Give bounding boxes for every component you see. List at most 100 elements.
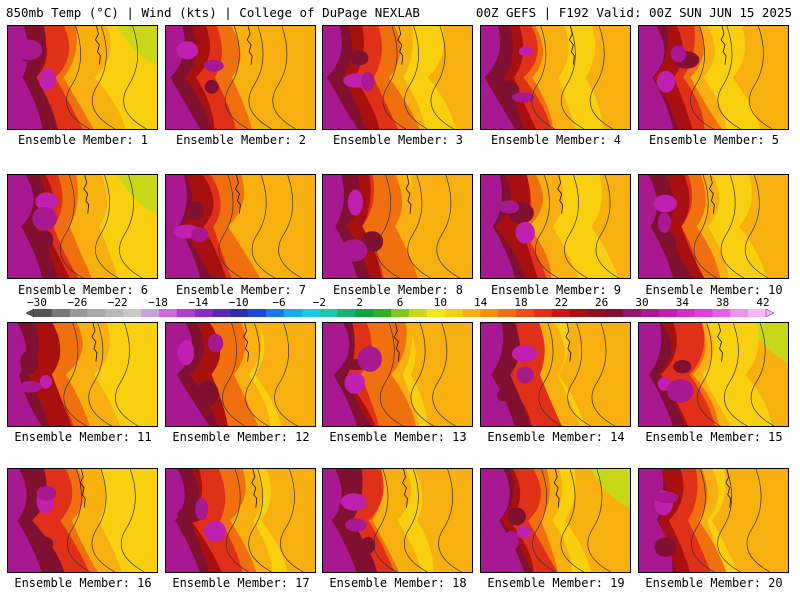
colorbar-tick-label: −22: [107, 296, 128, 309]
colorbar-tick-label: 14: [474, 296, 488, 309]
ensemble-member-label: Ensemble Member: 15: [645, 430, 783, 444]
ensemble-member-label: Ensemble Member: 17: [172, 576, 310, 590]
temperature-field-map: [166, 469, 315, 572]
ensemble-member-label: Ensemble Member: 3: [332, 133, 464, 147]
temperature-field-map: [8, 323, 157, 426]
colorbar-swatch: [605, 309, 624, 317]
colorbar-tick-label: 6: [396, 296, 404, 309]
colorbar-min-arrow: [26, 309, 35, 317]
ensemble-member-panel: [7, 468, 158, 573]
colorbar-swatch: [641, 309, 660, 317]
colorbar-swatch: [462, 309, 481, 317]
colorbar-tick-label: −2: [312, 296, 326, 309]
colorbar-swatch: [212, 309, 231, 317]
ensemble-member-panel: [165, 174, 316, 279]
ensemble-member-label: Ensemble Member: 14: [487, 430, 625, 444]
colorbar-swatch: [283, 309, 303, 317]
colorbar-swatch: [533, 309, 553, 317]
ensemble-member-label: Ensemble Member: 11: [14, 430, 152, 444]
temperature-field-map: [639, 175, 788, 278]
temperature-field-map: [639, 323, 788, 426]
temperature-field-map: [8, 175, 157, 278]
colorbar-tick-label: −14: [188, 296, 209, 309]
colorbar-swatch: [730, 309, 749, 317]
colorbar-swatch: [337, 309, 356, 317]
colorbar-swatch: [51, 309, 71, 317]
colorbar-swatch: [123, 309, 142, 317]
temperature-field-map: [323, 323, 472, 426]
map-title: 850mb Temp (°C) | Wind (kts) | College o…: [6, 5, 420, 20]
colorbar-swatch: [87, 309, 106, 317]
temperature-field-map: [639, 26, 788, 129]
colorbar-tick-label: 30: [635, 296, 649, 309]
colorbar-swatch: [158, 309, 178, 317]
colorbar-tick-label: 2: [356, 296, 363, 309]
colorbar-swatch: [230, 309, 249, 317]
colorbar-swatch: [34, 309, 53, 317]
colorbar-tick-label: 10: [433, 296, 447, 309]
colorbar-tick-label: 26: [595, 296, 609, 309]
colorbar-swatch: [551, 309, 570, 317]
colorbar-swatch: [105, 309, 124, 317]
colorbar-swatch: [712, 309, 731, 317]
colorbar-swatch: [141, 309, 160, 317]
colorbar-swatch: [248, 309, 267, 317]
colorbar-swatch: [408, 309, 428, 317]
ensemble-member-panel: [165, 468, 316, 573]
ensemble-member-label: Ensemble Member: 1: [17, 133, 149, 147]
ensemble-member-panel: [7, 174, 158, 279]
colorbar-swatch: [498, 309, 517, 317]
colorbar-swatch: [444, 309, 463, 317]
temperature-field-map: [639, 469, 788, 572]
colorbar-swatch: [516, 309, 535, 317]
ensemble-member-label: Ensemble Member: 9: [490, 283, 622, 297]
colorbar-swatch: [391, 309, 410, 317]
colorbar-swatch: [426, 309, 445, 317]
ensemble-member-panel: [638, 468, 789, 573]
ensemble-member-panel: [7, 322, 158, 427]
ensemble-member-panel: [480, 322, 631, 427]
ensemble-member-label: Ensemble Member: 6: [17, 283, 149, 297]
colorbar-swatch: [176, 309, 195, 317]
colorbar-tick-label: −30: [27, 296, 47, 309]
temperature-field-map: [323, 469, 472, 572]
temperature-field-map: [481, 323, 630, 426]
temperature-field-map: [166, 323, 315, 426]
colorbar-tick-label: −26: [67, 296, 88, 309]
colorbar-tick-label: −18: [148, 296, 168, 309]
ensemble-member-panel: [165, 25, 316, 130]
ensemble-member-label: Ensemble Member: 5: [648, 133, 780, 147]
colorbar-swatch: [373, 309, 392, 317]
colorbar-tick-label: 38: [716, 296, 730, 309]
run-valid-time: 00Z GEFS | F192 Valid: 00Z SUN JUN 15 20…: [475, 5, 792, 20]
ensemble-member-label: Ensemble Member: 10: [645, 283, 783, 297]
colorbar-swatch: [194, 309, 213, 317]
colorbar-swatch: [355, 309, 374, 317]
colorbar-swatch: [623, 309, 642, 317]
colorbar-max-arrow: [765, 309, 774, 317]
colorbar-swatch: [658, 309, 678, 317]
ensemble-member-label: Ensemble Member: 13: [329, 430, 467, 444]
ensemble-member-panel: [322, 468, 473, 573]
ensemble-member-label: Ensemble Member: 20: [645, 576, 783, 590]
temperature-field-map: [481, 26, 630, 129]
temperature-field-map: [8, 469, 157, 572]
ensemble-member-label: Ensemble Member: 2: [175, 133, 307, 147]
ensemble-member-label: Ensemble Member: 19: [487, 576, 625, 590]
temperature-field-map: [166, 26, 315, 129]
ensemble-member-label: Ensemble Member: 16: [14, 576, 152, 590]
colorbar-swatch: [587, 309, 606, 317]
ensemble-member-panel: [480, 174, 631, 279]
temperature-field-map: [323, 26, 472, 129]
colorbar-swatch: [676, 309, 695, 317]
colorbar-swatch: [69, 309, 88, 317]
ensemble-member-label: Ensemble Member: 8: [332, 283, 464, 297]
ensemble-member-panel: [638, 322, 789, 427]
ensemble-member-panel: [322, 322, 473, 427]
colorbar-tick-label: −6: [272, 296, 286, 309]
colorbar-swatch: [319, 309, 338, 317]
colorbar-swatch: [748, 309, 767, 317]
temperature-field-map: [481, 469, 630, 572]
colorbar-tick-label: 22: [554, 296, 568, 309]
ensemble-member-panel: [7, 25, 158, 130]
